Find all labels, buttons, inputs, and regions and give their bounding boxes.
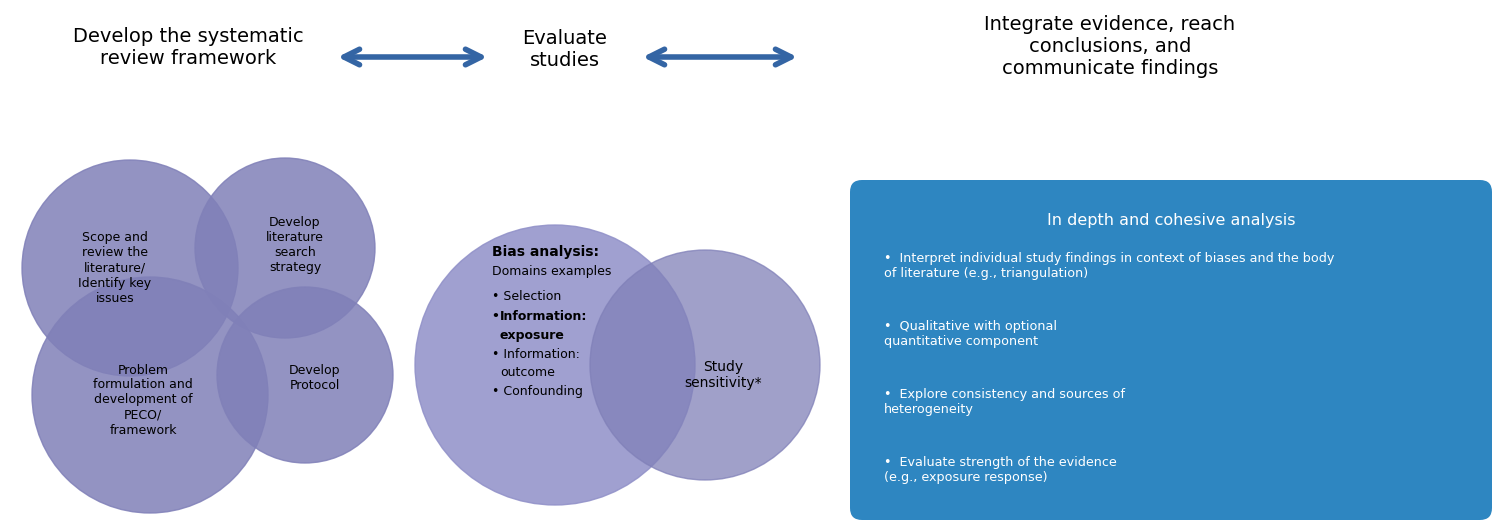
Text: outcome: outcome bbox=[500, 367, 555, 379]
Circle shape bbox=[590, 250, 820, 480]
FancyBboxPatch shape bbox=[850, 180, 1493, 520]
FancyArrowPatch shape bbox=[650, 49, 790, 65]
Text: In depth and cohesive analysis: In depth and cohesive analysis bbox=[1046, 213, 1295, 228]
Text: Problem
formulation and
development of
PECO/
framework: Problem formulation and development of P… bbox=[93, 363, 193, 437]
Text: Evaluate
studies: Evaluate studies bbox=[522, 29, 608, 70]
Text: Bias analysis:: Bias analysis: bbox=[493, 245, 599, 259]
Text: Develop the systematic
review framework: Develop the systematic review framework bbox=[73, 26, 304, 67]
Circle shape bbox=[31, 277, 268, 513]
Circle shape bbox=[217, 287, 394, 463]
Text: •  Explore consistency and sources of
heterogeneity: • Explore consistency and sources of het… bbox=[885, 388, 1126, 416]
Text: Study
sensitivity*: Study sensitivity* bbox=[684, 360, 762, 390]
Text: •  Qualitative with optional
quantitative component: • Qualitative with optional quantitative… bbox=[885, 320, 1057, 348]
Text: Domains examples: Domains examples bbox=[493, 266, 611, 278]
Text: • Confounding: • Confounding bbox=[493, 386, 582, 399]
Text: •: • bbox=[493, 309, 504, 322]
Text: Scope and
review the
literature/
Identify key
issues: Scope and review the literature/ Identif… bbox=[78, 231, 151, 305]
Circle shape bbox=[22, 160, 238, 376]
Text: Develop
Protocol: Develop Protocol bbox=[289, 364, 341, 392]
Text: Develop
literature
search
strategy: Develop literature search strategy bbox=[266, 216, 323, 274]
Text: • Information:: • Information: bbox=[493, 348, 579, 360]
Text: • Selection: • Selection bbox=[493, 290, 561, 304]
Circle shape bbox=[415, 225, 695, 505]
Text: exposure: exposure bbox=[500, 329, 564, 341]
Text: Integrate evidence, reach
conclusions, and
communicate findings: Integrate evidence, reach conclusions, a… bbox=[985, 15, 1235, 78]
Text: Information:: Information: bbox=[500, 309, 587, 322]
FancyArrowPatch shape bbox=[344, 49, 481, 65]
Text: •  Evaluate strength of the evidence
(e.g., exposure response): • Evaluate strength of the evidence (e.g… bbox=[885, 456, 1117, 484]
Text: •  Interpret individual study findings in context of biases and the body
of lite: • Interpret individual study findings in… bbox=[885, 252, 1334, 280]
Circle shape bbox=[195, 158, 376, 338]
